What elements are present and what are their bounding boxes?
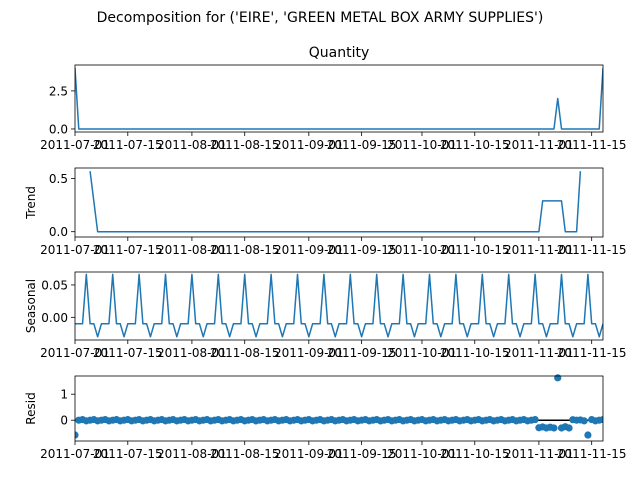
x-tick-label: 2011-10-01: [387, 138, 457, 152]
resid-point: [531, 415, 539, 424]
y-tick-label: 0.00: [41, 311, 68, 325]
plot-area: [75, 68, 603, 130]
x-tick-label: 2011-08-01: [157, 138, 227, 152]
x-tick-label: 2011-08-15: [210, 138, 280, 152]
plot-area: [75, 374, 603, 439]
x-tick-label: 2011-10-15: [440, 346, 510, 360]
x-tick-label: 2011-07-15: [93, 138, 163, 152]
x-tick-label: 2011-09-01: [274, 138, 344, 152]
x-tick-label: 2011-09-01: [274, 447, 344, 461]
x-tick-label: 2011-10-15: [440, 243, 510, 257]
x-tick-label: 2011-11-01: [504, 447, 574, 461]
axes-frame: [74, 167, 604, 238]
y-tick-label: 0.05: [41, 278, 68, 292]
panel-3: Seasonal 0.000.052011-07-012011-07-152011…: [24, 271, 627, 360]
plot-area: [75, 273, 603, 338]
series-line: [75, 68, 603, 130]
trend-axis-label: Trend: [24, 186, 38, 220]
x-tick-label: 2011-11-15: [557, 346, 627, 360]
seasonal-axis-label: Seasonal: [24, 279, 38, 333]
axes-frame: [74, 64, 604, 133]
x-tick-label: 2011-10-01: [387, 243, 457, 257]
panel-4: Resid 012011-07-012011-07-152011-08-01201…: [24, 374, 627, 461]
x-tick-label: 2011-11-15: [557, 447, 627, 461]
plot-area: [89, 171, 582, 233]
x-tick-label: 2011-10-01: [387, 346, 457, 360]
resid-point: [75, 431, 79, 439]
x-tick-label: 2011-09-15: [327, 346, 397, 360]
panel-1: Quantity0.02.52011-07-012011-07-152011-0…: [40, 45, 626, 152]
x-tick-label: 2011-11-01: [504, 243, 574, 257]
x-tick-label: 2011-08-01: [157, 243, 227, 257]
axes-frame: [74, 271, 604, 341]
x-tick-label: 2011-09-15: [327, 243, 397, 257]
resid-point: [565, 424, 573, 432]
x-tick-label: 2011-08-15: [210, 346, 280, 360]
x-tick-label: 2011-08-01: [157, 346, 227, 360]
x-tick-label: 2011-09-15: [327, 447, 397, 461]
x-tick-label: 2011-10-15: [440, 447, 510, 461]
panel-title-quantity: Quantity: [309, 45, 370, 61]
x-tick-label: 2011-08-15: [210, 447, 280, 461]
x-tick-label: 2011-10-15: [440, 138, 510, 152]
x-tick-label: 2011-07-01: [40, 447, 110, 461]
x-tick-label: 2011-08-01: [157, 447, 227, 461]
x-tick-label: 2011-09-15: [327, 138, 397, 152]
resid-point: [554, 374, 562, 382]
panel-2: Trend 0.0 0.5 2011-07-012011-07-152011-08-0…: [24, 167, 627, 257]
y-tick-label: 0.0: [49, 122, 68, 136]
resid-point: [599, 415, 603, 424]
x-tick-label: 2011-07-15: [93, 243, 163, 257]
axes-frame: [74, 375, 604, 442]
x-tick-label: 2011-11-01: [504, 346, 574, 360]
x-tick-label: 2011-11-15: [557, 138, 627, 152]
resid-axis-label: Resid: [24, 392, 38, 424]
x-tick-label: 2011-08-15: [210, 243, 280, 257]
x-tick-label: 2011-09-01: [274, 243, 344, 257]
series-line: [89, 171, 582, 233]
y-tick-label: 1: [60, 388, 68, 402]
x-tick-label: 2011-07-15: [93, 346, 163, 360]
x-tick-label: 2011-09-01: [274, 346, 344, 360]
resid-point: [584, 431, 592, 439]
x-tick-label: 2011-07-01: [40, 346, 110, 360]
x-tick-label: 2011-10-01: [387, 447, 457, 461]
resid-point: [580, 417, 588, 425]
y-tick-label: 0: [60, 414, 68, 428]
x-tick-label: 2011-11-15: [557, 243, 627, 257]
resid-point: [550, 424, 558, 432]
y-tick-label: 2.5: [49, 84, 68, 98]
series-line: [75, 273, 603, 338]
x-tick-label: 2011-07-01: [40, 138, 110, 152]
y-tick-label: 0.5: [49, 172, 68, 186]
y-tick-label: 0.0: [49, 225, 68, 239]
x-tick-label: 2011-11-01: [504, 138, 574, 152]
x-tick-label: 2011-07-15: [93, 447, 163, 461]
figure-title: Decomposition for ('EIRE', 'GREEN METAL …: [97, 10, 544, 26]
x-tick-label: 2011-07-01: [40, 243, 110, 257]
